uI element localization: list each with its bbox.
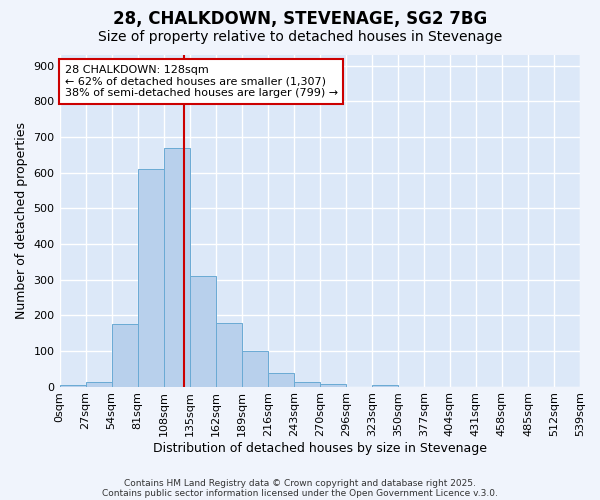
Y-axis label: Number of detached properties: Number of detached properties: [15, 122, 28, 320]
Bar: [112, 324, 137, 386]
Bar: [86, 382, 112, 386]
Bar: [164, 148, 190, 386]
Text: 28, CHALKDOWN, STEVENAGE, SG2 7BG: 28, CHALKDOWN, STEVENAGE, SG2 7BG: [113, 10, 487, 28]
Bar: [242, 351, 268, 386]
Text: Contains HM Land Registry data © Crown copyright and database right 2025.: Contains HM Land Registry data © Crown c…: [124, 478, 476, 488]
Bar: [372, 385, 398, 386]
Text: Contains public sector information licensed under the Open Government Licence v.: Contains public sector information licen…: [102, 488, 498, 498]
Bar: [268, 373, 294, 386]
Bar: [59, 385, 86, 386]
Bar: [294, 382, 320, 386]
Bar: [190, 276, 215, 386]
Bar: [320, 384, 346, 386]
Text: 28 CHALKDOWN: 128sqm
← 62% of detached houses are smaller (1,307)
38% of semi-de: 28 CHALKDOWN: 128sqm ← 62% of detached h…: [65, 65, 338, 98]
Bar: [137, 169, 164, 386]
X-axis label: Distribution of detached houses by size in Stevenage: Distribution of detached houses by size …: [153, 442, 487, 455]
Bar: [215, 323, 242, 386]
Text: Size of property relative to detached houses in Stevenage: Size of property relative to detached ho…: [98, 30, 502, 44]
